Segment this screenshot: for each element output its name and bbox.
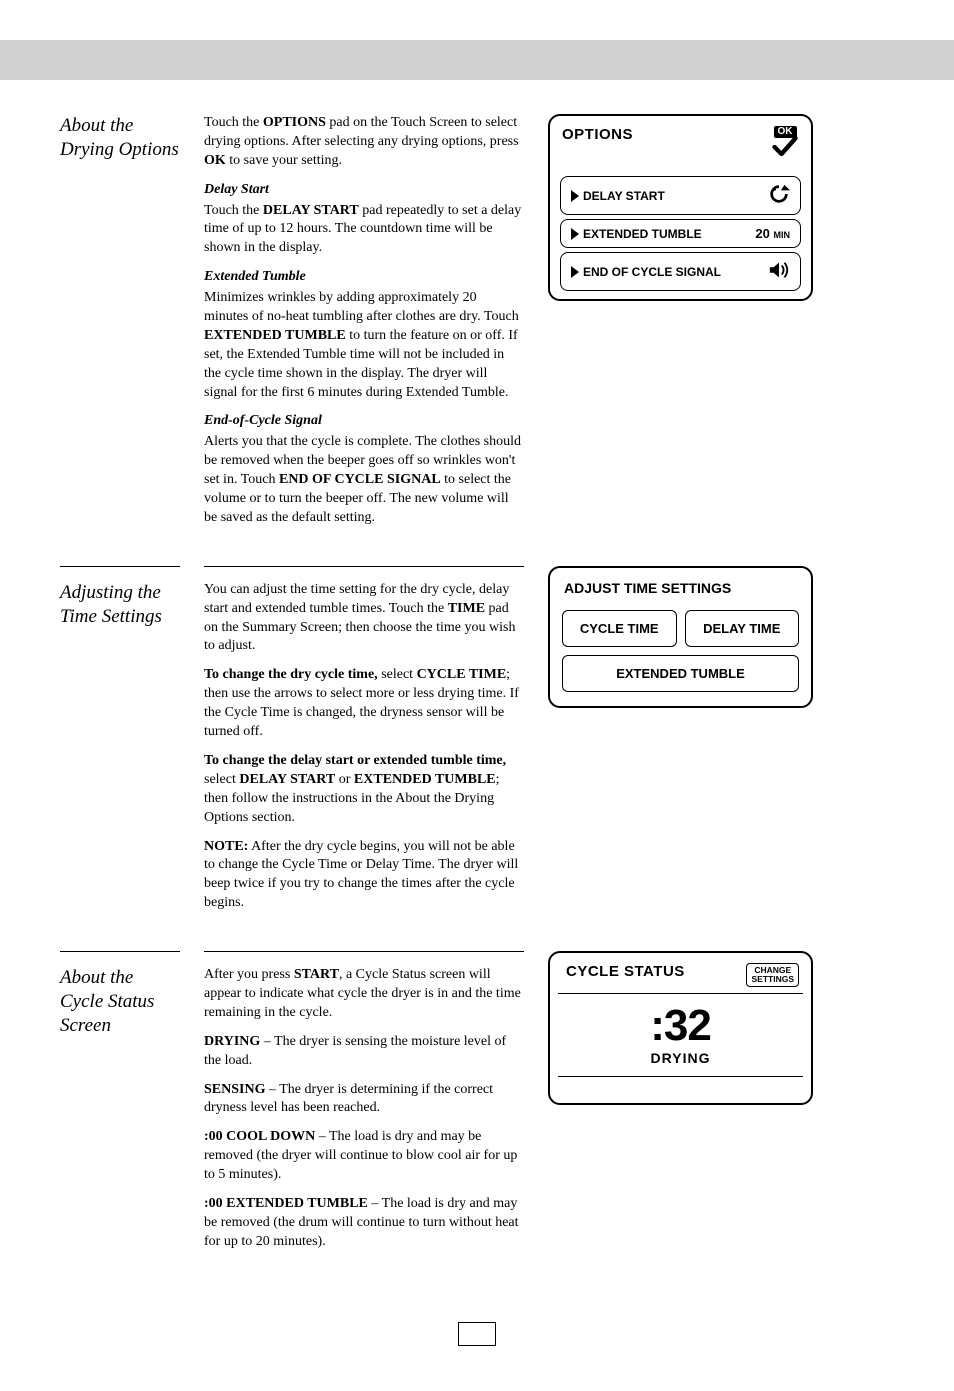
chevron-right-icon [571,228,579,240]
adjust-p3: To change the delay start or extended tu… [204,752,524,828]
options-screen-header: OPTIONS OK [554,120,807,172]
chevron-right-icon [571,266,579,278]
extended-tumble-paragraph: Minimizes wrinkles by adding approximate… [204,289,524,402]
section-body: Touch the OPTIONS pad on the Touch Scree… [204,114,524,538]
status-screen-title: CYCLE STATUS [566,963,685,980]
section-title-column: Adjusting the Time Settings [60,566,180,923]
end-of-cycle-paragraph: Alerts you that the cycle is complete. T… [204,433,524,527]
page-number-box [458,1322,496,1346]
adjust-screen-title: ADJUST TIME SETTINGS [554,572,807,610]
end-of-cycle-subhead: End-of-Cycle Signal [204,412,524,431]
status-empty-row [554,1077,807,1099]
options-screen-title: OPTIONS [562,126,633,143]
status-p1: After you press START, a Cycle Status sc… [204,966,524,1023]
section-title: Adjusting the Time Settings [60,581,180,629]
chevron-right-icon [571,190,579,202]
ok-label: OK [774,126,797,138]
status-p2: DRYING – The dryer is sensing the moistu… [204,1033,524,1071]
section-title: About the Cycle Status Screen [60,966,180,1037]
ok-button[interactable]: OK [771,126,799,162]
delay-start-paragraph: Touch the DELAY START pad repeatedly to … [204,202,524,259]
section-body: After you press START, a Cycle Status sc… [204,951,524,1262]
extended-tumble-label: EXTENDED TUMBLE [583,227,702,241]
end-of-cycle-label: END OF CYCLE SIGNAL [583,265,721,279]
extended-tumble-subhead: Extended Tumble [204,268,524,287]
section-adjust-time: Adjusting the Time Settings You can adju… [60,552,894,923]
status-screen-header: CYCLE STATUS CHANGE SETTINGS [558,957,803,994]
section-title: About the Drying Options [60,114,180,162]
adjust-p4: NOTE: After the dry cycle begins, you wi… [204,838,524,914]
adjust-p1: You can adjust the time setting for the … [204,581,524,657]
refresh-icon [768,183,790,208]
section-figure: ADJUST TIME SETTINGS CYCLE TIME DELAY TI… [548,566,818,923]
section-drying-options: About the Drying Options Touch the OPTIO… [60,100,894,538]
intro-paragraph: Touch the OPTIONS pad on the Touch Scree… [204,114,524,171]
status-body: :32 DRYING [558,994,803,1077]
delay-time-button[interactable]: DELAY TIME [685,610,800,647]
status-p4: :00 COOL DOWN – The load is dry and may … [204,1128,524,1185]
extended-tumble-value: 20 MIN [755,226,790,241]
status-time: :32 [558,1004,803,1048]
section-title-column: About the Drying Options [60,114,180,538]
delay-start-subhead: Delay Start [204,181,524,200]
header-bar [0,40,954,80]
status-p3: SENSING – The dryer is determining if th… [204,1081,524,1119]
cycle-time-button[interactable]: CYCLE TIME [562,610,677,647]
extended-tumble-button[interactable]: EXTENDED TUMBLE 20 MIN [560,219,801,248]
speaker-icon [768,259,790,284]
section-body: You can adjust the time setting for the … [204,566,524,923]
delay-start-label: DELAY START [583,189,665,203]
delay-start-button[interactable]: DELAY START [560,176,801,215]
status-mode: DRYING [558,1050,803,1066]
page-number [60,1322,894,1351]
section-figure: OPTIONS OK DELAY START [548,114,818,538]
options-screen: OPTIONS OK DELAY START [548,114,813,301]
status-p5: :00 EXTENDED TUMBLE – The load is dry an… [204,1195,524,1252]
section-figure: CYCLE STATUS CHANGE SETTINGS :32 DRYING [548,951,818,1262]
page-content: About the Drying Options Touch the OPTIO… [0,100,954,1391]
adjust-p2: To change the dry cycle time, select CYC… [204,666,524,742]
end-of-cycle-button[interactable]: END OF CYCLE SIGNAL [560,252,801,291]
change-settings-button[interactable]: CHANGE SETTINGS [746,963,799,987]
section-title-column: About the Cycle Status Screen [60,951,180,1262]
extended-tumble-button[interactable]: EXTENDED TUMBLE [562,655,799,692]
cycle-status-screen: CYCLE STATUS CHANGE SETTINGS :32 DRYING [548,951,813,1105]
section-cycle-status: About the Cycle Status Screen After you … [60,937,894,1262]
checkmark-icon [771,136,799,162]
adjust-time-screen: ADJUST TIME SETTINGS CYCLE TIME DELAY TI… [548,566,813,708]
